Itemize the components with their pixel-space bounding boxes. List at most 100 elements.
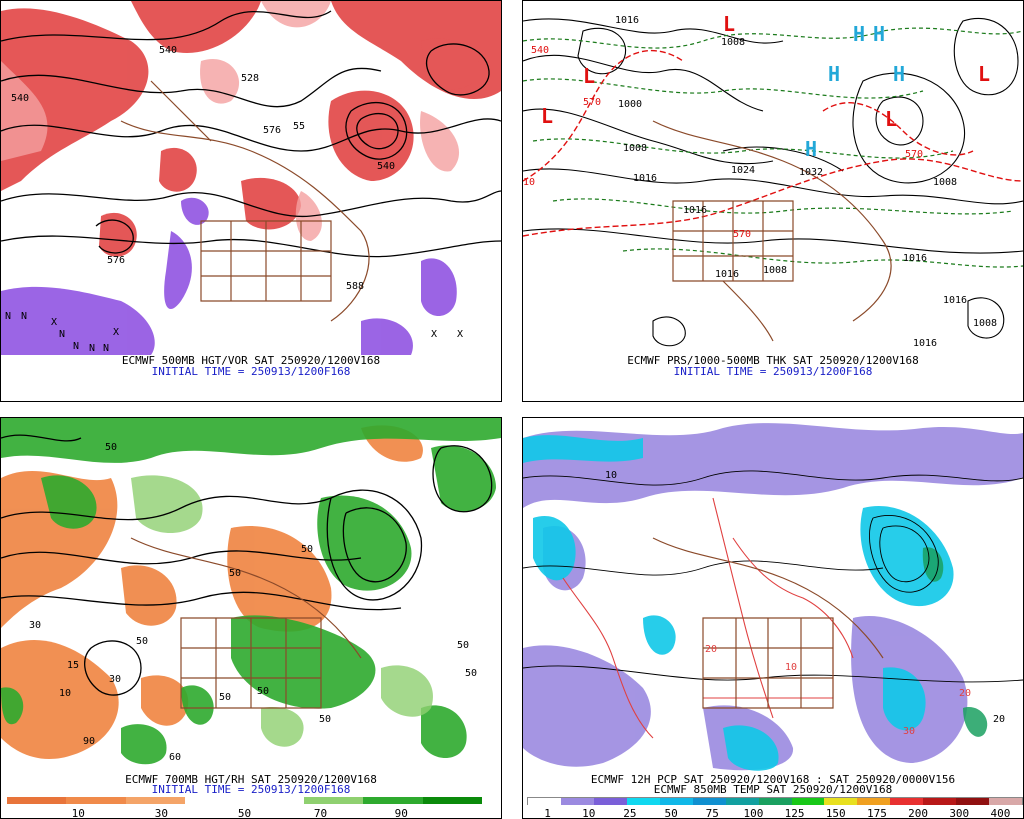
colorbar-swatch: [659, 798, 693, 805]
colorbar-swatch: [824, 798, 858, 805]
high-pressure-symbol: H: [853, 22, 865, 46]
field-label: 20: [705, 644, 717, 655]
isobar-label: 1000: [618, 99, 642, 110]
political-boundaries: [652, 537, 884, 709]
contour-label: 576: [263, 125, 281, 136]
initial-time: INITIAL TIME = 250913/1200F168: [151, 365, 351, 378]
isobar-label-group: 1016 1008 1000 1008 1016 1024 1032 1016 …: [615, 15, 997, 349]
colorbar-swatch: [125, 797, 186, 804]
thickness-warm-lines: [523, 49, 1023, 237]
colorbar-tick-label: 25: [623, 807, 637, 819]
isobar-label: 1032: [799, 167, 823, 178]
colorbar-tick-label: 30: [154, 807, 168, 819]
colorbar-swatch: [923, 798, 957, 805]
field-label: 50: [301, 544, 313, 555]
colorbar-tick-label: 10: [582, 807, 596, 819]
colorbar-swatch: [363, 797, 423, 804]
field-label: 30: [29, 620, 41, 631]
thickness-label: 10: [523, 177, 535, 188]
map-pressure-thickness: H H H H H L L L L L 1016 1008 1000 1008 …: [523, 1, 1023, 355]
colorbar-swatch: [303, 797, 364, 804]
field-label: 15: [67, 660, 79, 671]
contour-label: 588: [346, 281, 364, 292]
colorbar-swatch: [66, 797, 126, 804]
map-precip-temp: 10 20 10 30 20 20: [523, 418, 1023, 774]
political-boundaries: [652, 120, 892, 342]
political-boundaries: [120, 80, 370, 322]
precip-colorbar-ticks: 1 10 25 50 75 100 125 150 175 200 300 400: [527, 807, 1021, 819]
low-pressure-symbol: L: [885, 107, 897, 131]
panel-precip-850mb-temp: 10 20 10 30 20 20 ECMWF 12H PCP SAT 2509…: [522, 417, 1024, 819]
isobar-label: 1008: [623, 143, 647, 154]
isobar-label: 1016: [943, 295, 967, 306]
field-label: 50: [257, 686, 269, 697]
field-label-group: 10 20 10 30 20 20: [605, 470, 1005, 737]
panel-caption: ECMWF 12H PCP SAT 250920/1200V168 : SAT …: [590, 773, 956, 786]
colorbar-swatch: [956, 798, 990, 805]
isobar-label: 1016: [633, 173, 657, 184]
extrema-mark: N: [5, 311, 11, 322]
field-label-group: 50 50 50 30 50 15 10 30 50 50 50 90 50 5…: [29, 442, 477, 763]
field-label: 50: [457, 640, 469, 651]
colorbar-tick-label: 200: [908, 807, 929, 819]
isobar-label: 1016: [615, 15, 639, 26]
colorbar-tick-label: 70: [313, 807, 328, 819]
colorbar-tick-label: 175: [866, 807, 887, 819]
isobar-label: 1008: [973, 318, 997, 329]
map-500mb-vorticity: 540 540 528 576 55 540 576 588 N N N N X…: [1, 1, 501, 355]
high-pressure-symbol: H: [805, 137, 817, 161]
contour-label: 576: [107, 255, 125, 266]
colorbar-swatch: [758, 798, 792, 805]
isobar-label: 1016: [903, 253, 927, 264]
thickness-label: 570: [733, 229, 751, 240]
colorbar-tick-label: 50: [664, 807, 678, 819]
extrema-mark: X: [457, 329, 463, 340]
field-label: 30: [109, 674, 121, 685]
colorbar-swatch: [692, 798, 726, 805]
field-label: 10: [785, 662, 797, 673]
colorbar-tick-label: 50: [237, 807, 252, 819]
moist-shading: [1, 418, 501, 765]
field-label: 50: [219, 692, 231, 703]
panel-500mb-height-vorticity: 540 540 528 576 55 540 576 588 N N N N X…: [0, 0, 502, 402]
colorbar-tick-label: 125: [784, 807, 805, 819]
low-pressure-symbol: L: [541, 104, 553, 128]
low-pressure-symbol: L: [583, 64, 595, 88]
isobar-label: 1008: [763, 265, 787, 276]
colorbar-tick-label: 10: [71, 807, 85, 819]
field-label: 50: [319, 714, 331, 725]
panel-caption-2: ECMWF 850MB TEMP SAT 250920/1200V168: [653, 783, 893, 796]
low-pressure-symbol: L: [978, 62, 990, 86]
initial-time: INITIAL TIME = 250913/1200F168: [673, 365, 873, 378]
field-label: 60: [169, 752, 181, 763]
extrema-marks: N N N N X X N N X X: [5, 311, 463, 354]
panel-caption: ECMWF PRS/1000-500MB THK SAT 250920/1200…: [627, 354, 919, 367]
colorbar-tick-label: 90: [394, 807, 408, 819]
panel-700mb-height-rh: 50 50 50 30 50 15 10 30 50 50 50 90 50 5…: [0, 417, 502, 819]
colorbar-swatch: [890, 798, 924, 805]
height-contours: [1, 10, 501, 258]
colorbar-tick-label: 300: [949, 807, 970, 819]
political-boundaries: [130, 537, 362, 709]
colorbar-swatch: [626, 798, 660, 805]
panel-pressure-thickness: H H H H H L L L L L 1016 1008 1000 1008 …: [522, 0, 1024, 402]
rh-colorbar: [7, 797, 482, 804]
field-label: 50: [465, 668, 477, 679]
field-label: 30: [903, 726, 915, 737]
colorbar-swatch: [791, 798, 825, 805]
contour-label-group: 540 540 528 576 55 540 576 588: [11, 45, 395, 292]
colorbar-swatch: [857, 798, 891, 805]
colorbar-swatch: [725, 798, 759, 805]
field-label: 20: [959, 688, 971, 699]
field-label: 90: [83, 736, 95, 747]
high-pressure-symbol: H: [893, 62, 905, 86]
colorbar-swatch: [185, 797, 245, 804]
isobar-label: 1024: [731, 165, 755, 176]
colorbar-tick-label: 400: [990, 807, 1011, 819]
colorbar-tick-label: 75: [705, 807, 719, 819]
extrema-mark: N: [73, 341, 79, 352]
colorbar-swatch: [244, 797, 304, 804]
colorbar-swatch: [989, 798, 1023, 805]
extrema-mark: N: [59, 329, 65, 340]
extrema-mark: X: [51, 317, 57, 328]
